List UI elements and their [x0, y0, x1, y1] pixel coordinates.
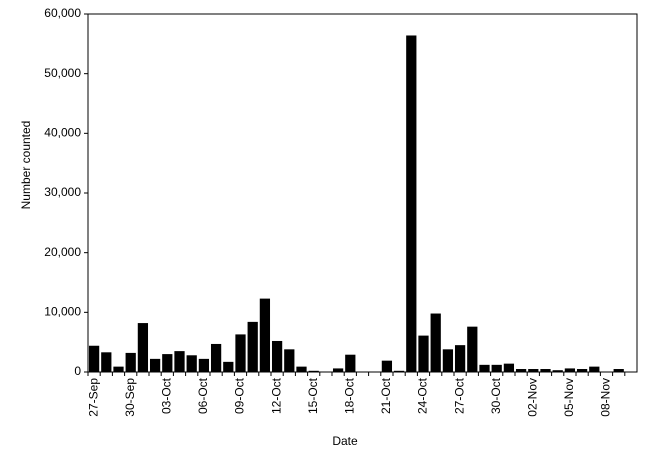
- bar: [564, 368, 576, 372]
- y-tick-label: 10,000: [44, 305, 81, 319]
- bar: [442, 349, 454, 372]
- x-tick-label: 03-Oct: [159, 377, 173, 414]
- y-tick-label: 40,000: [44, 126, 81, 140]
- bar: [467, 326, 478, 372]
- x-tick-label: 24-Oct: [416, 377, 430, 414]
- y-axis-label: Number counted: [19, 121, 33, 210]
- plot-frame: [87, 13, 638, 373]
- bar: [345, 354, 356, 372]
- x-tick-label: 05-Nov: [562, 378, 576, 417]
- bar: [271, 340, 283, 372]
- y-tick-label: 50,000: [44, 66, 81, 80]
- bar: [406, 35, 417, 372]
- x-tick-label: 30-Oct: [489, 377, 503, 414]
- bar: [223, 361, 234, 372]
- bar: [113, 366, 124, 372]
- bar: [576, 369, 588, 372]
- y-tick-label: 30,000: [44, 185, 81, 199]
- x-tick-label: 06-Oct: [196, 377, 210, 414]
- bar: [332, 368, 344, 372]
- bar: [259, 298, 271, 372]
- bar: [137, 323, 149, 372]
- x-tick-label: 08-Nov: [599, 378, 613, 417]
- bar: [308, 370, 319, 372]
- x-tick-label: 02-Nov: [525, 378, 539, 417]
- bar: [198, 358, 210, 372]
- bar: [515, 369, 527, 372]
- bar: [284, 349, 295, 372]
- bar: [186, 355, 197, 372]
- x-tick-label: 27-Sep: [86, 378, 100, 417]
- x-axis-label: Date: [332, 434, 358, 448]
- bar: [418, 335, 429, 372]
- bar: [430, 313, 441, 372]
- x-tick-label: 18-Oct: [342, 377, 356, 414]
- bar: [479, 364, 490, 372]
- bar: [503, 363, 515, 372]
- x-tick-label: 15-Oct: [306, 377, 320, 414]
- y-tick-label: 60,000: [44, 6, 81, 20]
- x-tick-label: 21-Oct: [379, 377, 393, 414]
- bar: [528, 369, 539, 372]
- bar: [88, 345, 100, 372]
- bar: [491, 364, 502, 372]
- bar: [174, 351, 185, 372]
- bar: [540, 369, 551, 372]
- bar: [235, 334, 246, 372]
- bar: [613, 369, 624, 372]
- bar: [454, 345, 466, 372]
- y-tick-label: 20,000: [44, 245, 81, 259]
- bar: [247, 321, 258, 372]
- x-tick-label: 30-Sep: [123, 378, 137, 417]
- bar: [296, 366, 307, 372]
- bar: [589, 366, 600, 372]
- x-tick-label: 12-Oct: [269, 377, 283, 414]
- x-tick-label: 27-Oct: [452, 377, 466, 414]
- bar: [149, 358, 161, 372]
- x-tick-label: 09-Oct: [233, 377, 247, 414]
- bar: [393, 370, 405, 372]
- bar: [101, 352, 112, 372]
- bar: [210, 343, 222, 372]
- bar: [125, 352, 136, 372]
- bar: [162, 354, 173, 372]
- bar: [381, 360, 393, 372]
- y-tick-label: 0: [74, 364, 81, 378]
- bar: [552, 370, 563, 372]
